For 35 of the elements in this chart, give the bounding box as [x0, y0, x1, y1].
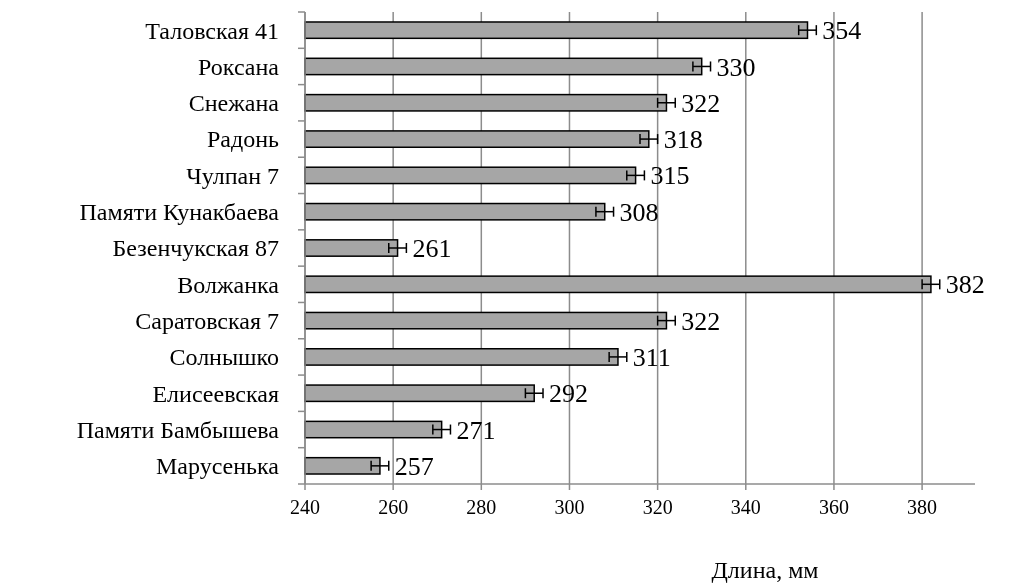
x-tick-label: 240 — [290, 496, 320, 518]
x-tick-label: 360 — [818, 496, 849, 518]
data-label: 315 — [650, 161, 690, 191]
x-tick-label: 260 — [378, 496, 409, 518]
x-tick-label: 340 — [730, 496, 761, 518]
y-tick-label: Радонь — [207, 126, 280, 153]
y-tick-label: Таловская 41 — [145, 17, 279, 44]
data-label: 292 — [549, 379, 589, 409]
x-tick-label: 380 — [907, 496, 938, 518]
data-label: 354 — [822, 16, 862, 46]
y-tick-label: Безенчукская 87 — [112, 235, 279, 262]
data-label: 271 — [456, 415, 496, 445]
data-label: 308 — [619, 197, 659, 227]
y-tick-label: Памяти Бамбышева — [76, 416, 280, 443]
x-tick-label: 300 — [554, 496, 585, 518]
y-tick-label: Памяти Кунакбаева — [79, 199, 280, 226]
y-tick-label: Солнышко — [169, 344, 279, 371]
data-label: 322 — [681, 88, 721, 118]
y-tick-label: Снежана — [188, 90, 280, 117]
y-tick-label: Роксана — [198, 53, 280, 80]
y-tick-label: Волжанка — [177, 271, 280, 298]
y-tick-label: Марусенька — [155, 453, 280, 480]
x-tick-label: 320 — [642, 496, 673, 518]
data-label: 311 — [632, 343, 671, 373]
y-tick-label: Елисеевская — [152, 380, 279, 407]
data-label: 330 — [716, 52, 756, 82]
data-label: 318 — [663, 125, 703, 155]
x-tick-label: 280 — [466, 496, 497, 518]
data-label: 322 — [681, 306, 721, 336]
x-axis-title: Длина, мм — [711, 557, 819, 583]
data-label: 382 — [945, 270, 985, 300]
data-label: 257 — [394, 451, 434, 481]
data-label: 261 — [412, 234, 452, 264]
y-tick-label: Чулпан 7 — [186, 162, 279, 189]
y-tick-label: Саратовская 7 — [135, 308, 279, 335]
